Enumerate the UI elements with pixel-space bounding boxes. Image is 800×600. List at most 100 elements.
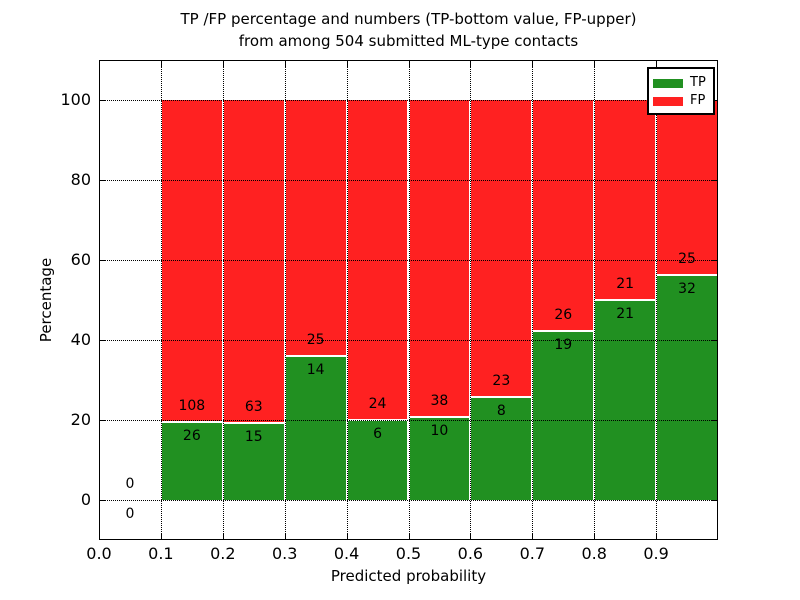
x-tick-label-0.9: 0.9: [643, 544, 669, 563]
x-tick-top-0.4: [346, 61, 348, 67]
tick-marks-layer: [99, 60, 718, 540]
fp-count-label-0.9: 25: [678, 251, 696, 268]
y-tick-right-0: [711, 500, 717, 501]
legend-swatch-fp-icon: [653, 96, 683, 106]
y-tick-60: [100, 260, 106, 261]
chart-title-line-1: TP /FP percentage and numbers (TP-bottom…: [180, 10, 637, 28]
x-tick-label-0.3: 0.3: [271, 544, 298, 563]
x-tick-0.2: [222, 533, 224, 539]
y-tick-label-60: 60: [70, 250, 91, 269]
x-tick-label-0.7: 0.7: [519, 544, 546, 563]
y-tick-0: [100, 500, 106, 501]
tp-count-label-0: 0: [125, 506, 135, 522]
x-tick-0.9: [656, 533, 658, 539]
y-tick-label-0: 0: [80, 490, 91, 509]
x-tick-0.3: [284, 533, 286, 539]
y-tick-right-60: [711, 260, 717, 261]
fp-count-label-0.3: 25: [306, 332, 325, 349]
x-tick-label-0.5: 0.5: [395, 544, 422, 563]
x-tick-0.4: [346, 533, 348, 539]
chart-title-line-2: from among 504 submitted ML-type contact…: [238, 32, 579, 50]
fp-count-label-0.4: 24: [368, 396, 387, 412]
x-tick-label-0.0: 0.0: [86, 544, 112, 563]
bar-segment-fp-0.3: [284, 100, 347, 357]
y-tick-label-40: 40: [70, 330, 91, 349]
bar-segment-tp-0.7: [532, 331, 595, 500]
y-tick-right-20: [711, 420, 717, 421]
fp-count-label-0.6: 23: [492, 372, 511, 389]
legend-item-tp: TP: [649, 74, 713, 92]
bar-segment-tp-0.8: [594, 300, 657, 500]
y-tick-20: [100, 420, 106, 421]
plot-area: 0 0 108 26 63 15 25 14 24 6 38 10 23 8 26 19 21 21 25 32: [99, 60, 718, 540]
y-tick-100: [100, 100, 106, 101]
bar-segment-tp-0.3: [284, 356, 347, 500]
x-tick-label-0.2: 0.2: [210, 544, 236, 563]
bar-segment-fp-0.8: [594, 100, 657, 300]
gridline-x-0.2: [222, 60, 224, 540]
x-tick-label-0.8: 0.8: [581, 544, 607, 563]
bar-segment-tp-0.6: [470, 396, 533, 500]
fp-count-label-0.5: 38: [430, 392, 449, 409]
bar-segment-fp-0.5: [408, 100, 471, 417]
gridline-x-0.5: [408, 60, 410, 540]
bar-segment-tp-0.1: [160, 422, 223, 500]
bar-segment-tp-0.9: [656, 275, 718, 500]
tp-count-label-0.3: 14: [306, 362, 325, 379]
bar-segment-fp-0.1: [160, 100, 223, 423]
gridline-x-0.9: [656, 60, 658, 540]
x-tick-0.8: [594, 533, 596, 539]
tp-count-label-0.6: 8: [496, 402, 506, 419]
tp-count-label-0.9: 32: [678, 281, 696, 298]
x-tick-0.5: [408, 533, 410, 539]
tp-count-label-0.7: 19: [554, 337, 573, 354]
legend-label-fp: FP: [690, 93, 706, 108]
gridline-x-0.8: [594, 60, 596, 540]
gridline-x-0.1: [160, 60, 162, 540]
fp-count-label-0.2: 63: [244, 399, 263, 416]
x-tick-0.0: [99, 533, 100, 539]
gridline-x-0.6: [470, 60, 472, 540]
bar-segment-fp-0.9: [656, 100, 718, 276]
y-tick-label-100: 100: [60, 90, 91, 109]
tp-count-label-0.8: 21: [616, 306, 635, 322]
fp-count-label-0: 0: [125, 476, 135, 492]
x-tick-0.1: [160, 533, 162, 539]
x-axis-label: Predicted probability: [330, 567, 487, 585]
tp-count-label-0.1: 26: [182, 428, 201, 445]
bar-segment-fp-0.2: [222, 100, 285, 424]
x-tick-top-0.5: [408, 61, 410, 67]
bars-layer: [99, 60, 718, 540]
y-tick-40: [100, 340, 106, 341]
tp-count-label-0.5: 10: [430, 422, 449, 439]
x-tick-label-0.1: 0.1: [148, 544, 174, 563]
fp-count-label-0.1: 108: [178, 398, 206, 415]
x-tick-label-0.6: 0.6: [457, 544, 484, 563]
y-tick-label-80: 80: [70, 170, 91, 189]
bar-segment-fp-0.6: [470, 100, 533, 397]
bar-value-labels-layer: 0 0 108 26 63 15 25 14 24 6 38 10 23 8 26 19 21 21 25 32: [99, 60, 718, 540]
x-tick-top-0.6: [470, 61, 472, 67]
bar-segment-fp-0.7: [532, 100, 595, 332]
gridline-x-0.7: [532, 60, 534, 540]
x-tick-top-0.8: [594, 61, 596, 67]
gridline-x-0.4: [346, 60, 348, 540]
x-tick-top-0.2: [222, 61, 224, 67]
bar-segment-tp-0.2: [222, 423, 285, 500]
x-tick-top-0.1: [160, 61, 162, 67]
gridline-x-0.3: [284, 60, 286, 540]
x-tick-label-0.4: 0.4: [333, 544, 360, 563]
x-tick-0.6: [470, 533, 472, 539]
y-tick-label-20: 20: [70, 410, 91, 429]
chart-title: TP /FP percentage and numbers (TP-bottom…: [99, 8, 718, 52]
legend-swatch-tp-icon: [653, 78, 683, 88]
x-tick-0.7: [532, 533, 534, 539]
y-tick-right-80: [711, 180, 717, 181]
tp-count-label-0.2: 15: [244, 429, 263, 446]
legend-item-fp: FP: [649, 92, 713, 110]
y-tick-right-40: [711, 340, 717, 341]
legend-label-tp: TP: [690, 75, 706, 90]
bar-segment-tp-0.4: [346, 420, 409, 500]
gridlines-layer: [99, 60, 718, 540]
